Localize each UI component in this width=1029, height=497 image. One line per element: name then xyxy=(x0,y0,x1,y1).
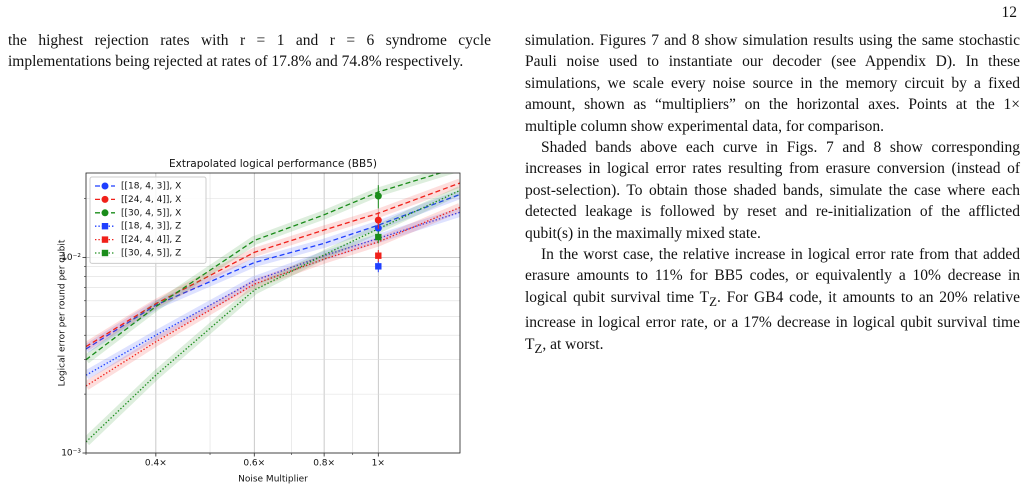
legend-label: [[24, 4, 4]], Z xyxy=(121,235,181,245)
text: simulation. Figures 7 and 8 show simulat… xyxy=(525,32,1020,135)
paragraph: simulation. Figures 7 and 8 show simulat… xyxy=(525,30,1020,137)
paragraph: In the worst case, the relative increase… xyxy=(525,244,1020,359)
shaded-band xyxy=(86,208,460,380)
marker xyxy=(101,209,109,217)
series-line xyxy=(86,193,460,350)
legend-label: [[24, 4, 4]], X xyxy=(121,195,181,205)
marker xyxy=(101,182,109,190)
marker xyxy=(375,252,382,259)
paragraph: Shaded bands above each curve in Figs. 7… xyxy=(525,137,1020,244)
x-tick-label: 0.8× xyxy=(313,459,335,469)
legend: [[18, 4, 3]], X [[24, 4, 4]], X [[30, 4, 5… xyxy=(89,176,207,264)
series-line xyxy=(86,173,443,361)
paragraph: the highest rejection rates with r = 1 a… xyxy=(8,32,491,71)
x-axis-label: Noise Multiplier xyxy=(238,475,308,485)
marker xyxy=(101,249,109,257)
text: , at worst. xyxy=(542,335,604,353)
legend-label: [[18, 4, 3]], Z xyxy=(121,222,181,232)
subscript: Z xyxy=(534,340,543,356)
marker xyxy=(101,236,109,243)
marker xyxy=(374,216,382,224)
legend-label: [[30, 4, 5]], X xyxy=(121,208,181,218)
marker xyxy=(101,195,109,203)
plot-area xyxy=(86,173,460,446)
marker xyxy=(374,192,382,200)
right-column: simulation. Figures 7 and 8 show simulat… xyxy=(525,30,1020,359)
legend-label: [[18, 4, 3]], X xyxy=(121,182,181,192)
series-line xyxy=(86,182,460,348)
chart-title: Extrapolated logical performance (BB5) xyxy=(169,158,377,170)
x-tick-label: 0.4× xyxy=(145,459,167,469)
x-tick-label: 1× xyxy=(372,459,385,469)
text: Shaded bands above each curve in Figs. 7… xyxy=(525,139,1020,242)
left-column: the highest rejection rates with r = 1 a… xyxy=(8,30,491,73)
marker xyxy=(101,223,109,230)
y-tick-label: 10⁻² xyxy=(61,253,81,263)
legend-label: [[30, 4, 5]], Z xyxy=(121,249,181,259)
text: . For GB4 code, it amounts to an 20% rel… xyxy=(525,288,1020,353)
page-number: 12 xyxy=(1001,4,1018,21)
text: In the worst case, the relative increase… xyxy=(525,246,1020,306)
marker xyxy=(375,233,382,241)
y-axis-label: Logical error per round per qubit xyxy=(58,239,68,386)
series-line xyxy=(86,189,460,443)
y-tick-label: 10⁻³ xyxy=(61,449,81,459)
axes-frame xyxy=(85,172,461,454)
subscript: Z xyxy=(709,293,717,309)
legend-box xyxy=(89,176,207,264)
x-tick-label: 0.6× xyxy=(243,459,265,469)
marker xyxy=(375,263,382,270)
series-line xyxy=(86,206,460,387)
